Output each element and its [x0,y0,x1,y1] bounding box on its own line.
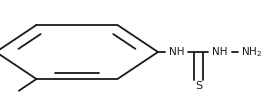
Text: NH: NH [169,47,185,57]
Text: S: S [195,81,202,91]
Text: NH$_2$: NH$_2$ [241,45,262,59]
Text: NH: NH [212,47,228,57]
